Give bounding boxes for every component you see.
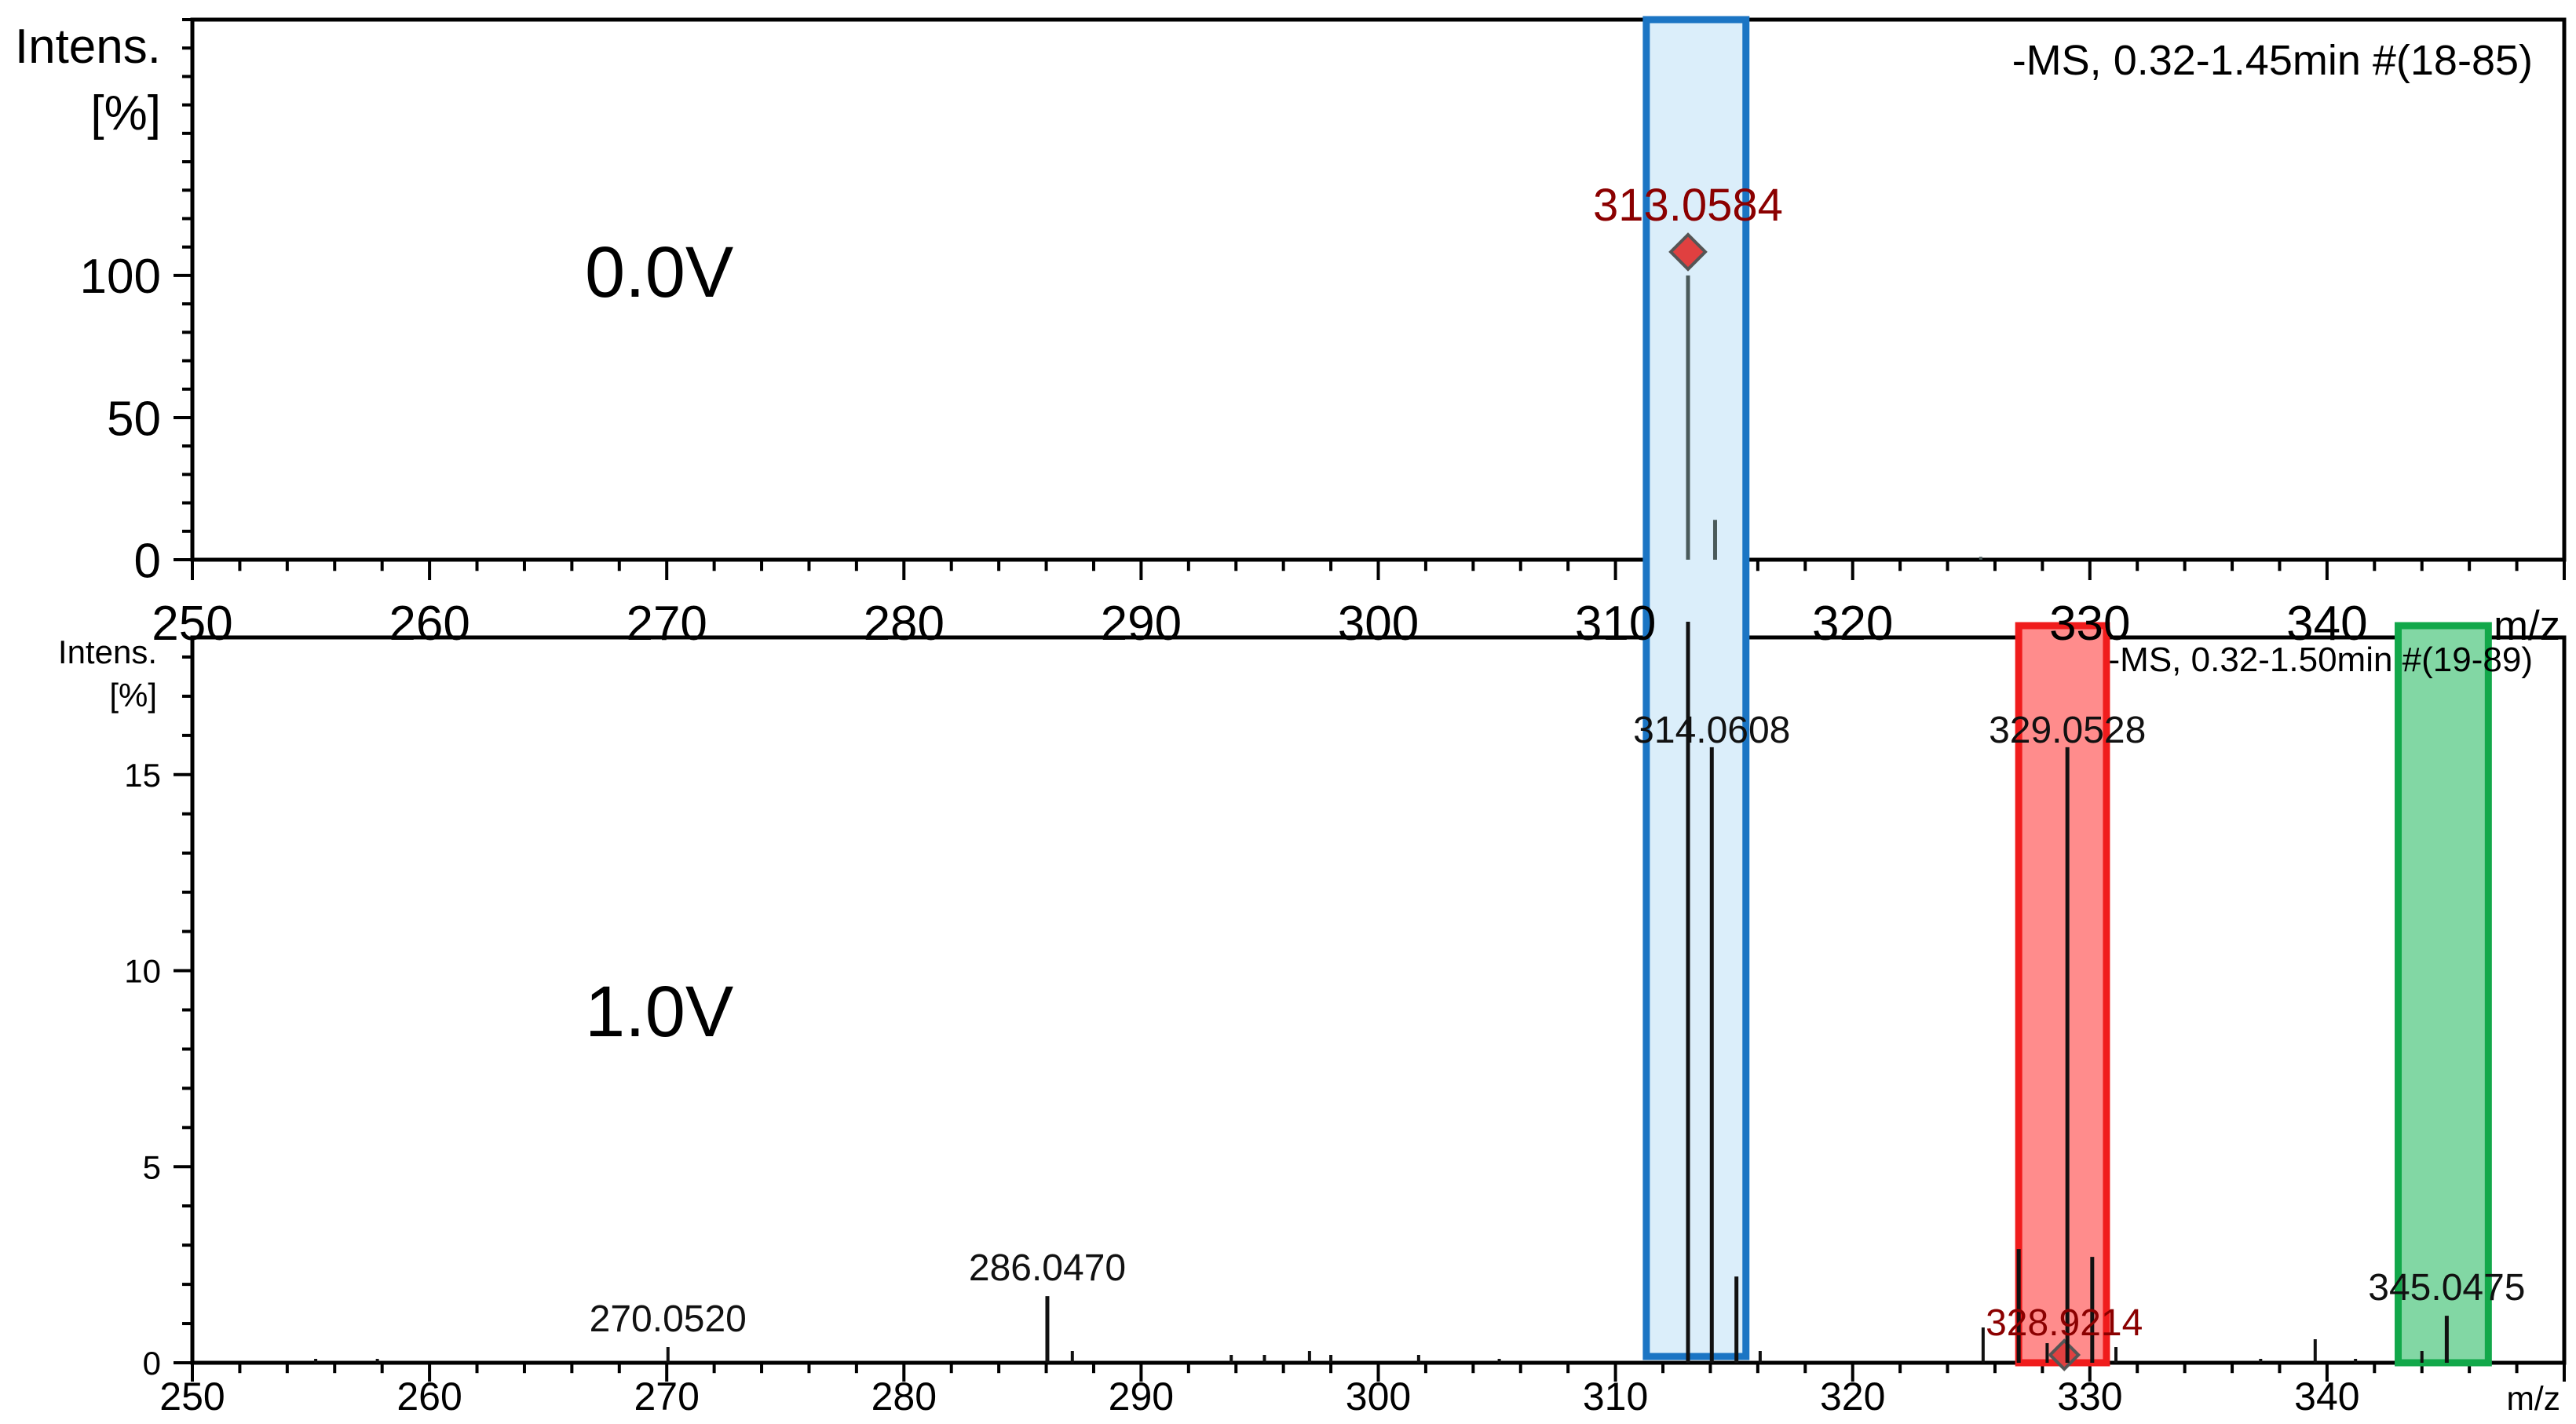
top-x-tick-label: 330 xyxy=(2049,597,2130,651)
bottom-x-tick-label: 250 xyxy=(159,1375,225,1419)
top-x-tick-label: 310 xyxy=(1575,597,1656,651)
bottom-y-tick-label: 10 xyxy=(124,953,161,990)
top-peak-label: 313.0584 xyxy=(1593,180,1783,231)
top-x-tick-label: 320 xyxy=(1812,597,1893,651)
bottom-y-axis-label-line1: Intens. xyxy=(58,633,157,670)
bottom-x-tick-label: 330 xyxy=(2057,1375,2122,1419)
top-peak-marker xyxy=(1668,232,1708,272)
top-x-tick-label: 270 xyxy=(626,597,707,651)
bottom-x-tick-label: 300 xyxy=(1346,1375,1411,1419)
bottom-peak-label: 345.0475 xyxy=(2368,1267,2525,1309)
bottom-y-axis-label-line2: [%] xyxy=(109,677,157,714)
bottom-scan-info: -MS, 0.32-1.50min #(19-89) xyxy=(2109,641,2533,679)
bottom-x-tick-label: 270 xyxy=(634,1375,699,1419)
bottom-x-axis-label: m/z xyxy=(2507,1381,2560,1418)
top-x-tick-label: 340 xyxy=(2286,597,2367,651)
bottom-y-tick-label: 5 xyxy=(143,1148,161,1185)
bottom-plot-frame xyxy=(190,635,2567,1365)
top-y-tick-label: 0 xyxy=(134,534,161,588)
bottom-peak-label: 329.0528 xyxy=(1989,710,2146,751)
top-y-axis-label-line2: [%] xyxy=(90,86,161,141)
bottom-peak-label: 286.0470 xyxy=(969,1247,1126,1289)
top-x-tick-label: 260 xyxy=(389,597,470,651)
bottom-y-tick-label: 0 xyxy=(143,1345,161,1382)
bottom-x-tick-label: 290 xyxy=(1109,1375,1174,1419)
top-y-axis-label-line1: Intens. xyxy=(15,20,161,74)
top-x-axis-label: m/z xyxy=(2494,603,2560,649)
top-x-tick-label: 300 xyxy=(1338,597,1419,651)
top-y-tick-label: 50 xyxy=(107,392,161,446)
top-scan-info: -MS, 0.32-1.45min #(18-85) xyxy=(2012,37,2533,84)
bottom-x-tick-label: 320 xyxy=(1820,1375,1885,1419)
highlight-345 xyxy=(2395,622,2492,1367)
top-y-tick-label: 100 xyxy=(80,250,161,304)
bottom-x-tick-label: 310 xyxy=(1583,1375,1648,1419)
top-x-tick-label: 290 xyxy=(1101,597,1182,651)
bottom-peak-label: 328.9214 xyxy=(1986,1302,2143,1344)
bottom-y-tick-label: 15 xyxy=(124,757,161,794)
bottom-x-tick-label: 260 xyxy=(396,1375,462,1419)
bottom-voltage-label: 1.0V xyxy=(585,972,733,1052)
top-x-tick-label: 250 xyxy=(152,597,232,651)
top-voltage-label: 0.0V xyxy=(585,232,733,312)
top-plot-frame xyxy=(190,17,2567,562)
bottom-x-tick-label: 280 xyxy=(871,1375,937,1419)
bottom-peak-marker xyxy=(2048,1338,2081,1371)
bottom-x-tick-label: 340 xyxy=(2294,1375,2359,1419)
top-x-tick-label: 280 xyxy=(864,597,945,651)
bottom-peak-label: 270.0520 xyxy=(590,1298,747,1340)
bottom-peak-label: 314.0608 xyxy=(1633,710,1790,751)
